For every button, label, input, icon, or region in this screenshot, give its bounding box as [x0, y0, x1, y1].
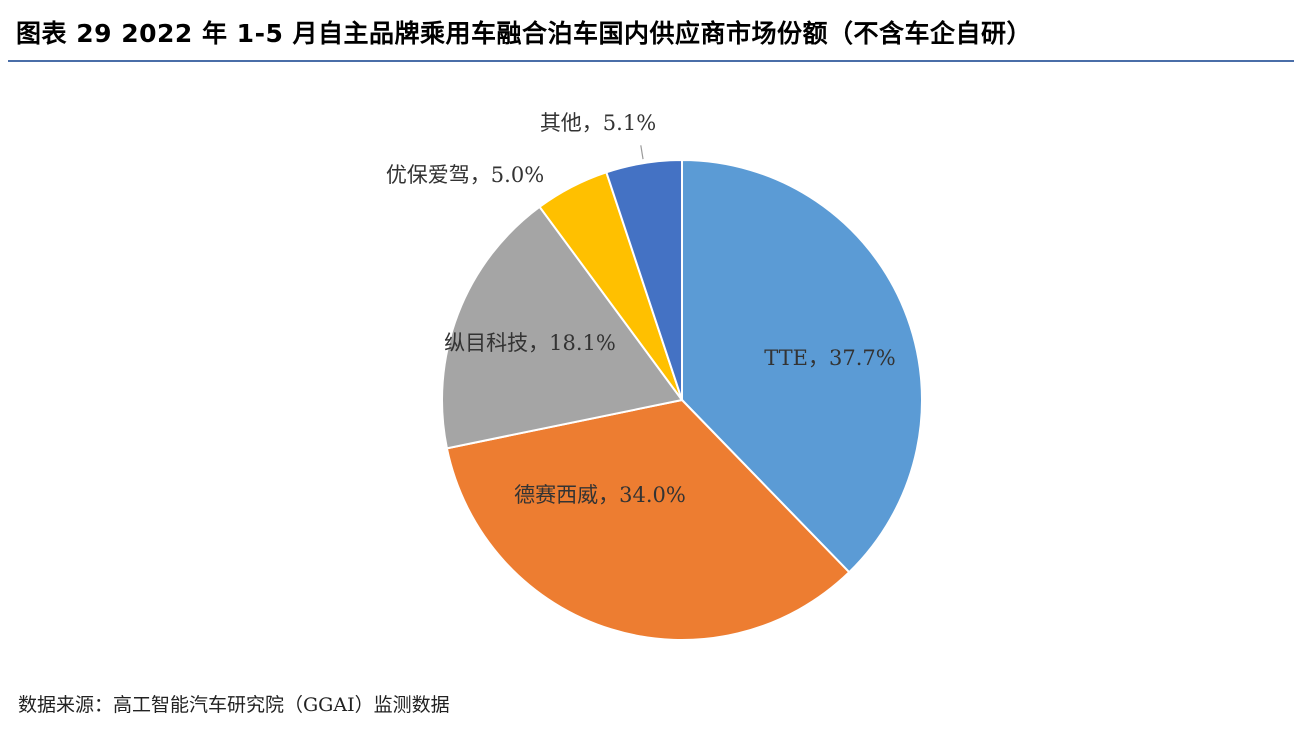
leader-line-other [640, 145, 644, 160]
pie-label-4: 优保爱驾，5.0% [386, 163, 544, 187]
pie-label-1: TTE，37.7% [764, 346, 895, 370]
data-source-note: 数据来源：高工智能汽车研究院（GGAI）监测数据 [18, 694, 450, 716]
title-divider [8, 60, 1294, 62]
pie-slice-2 [445, 398, 851, 641]
pie-chart: TTE，37.7% 德赛西威，34.0% 纵目科技，18.1% 优保爱驾，5.0% 其他… [0, 62, 1302, 662]
pie-slice-5 [605, 158, 683, 401]
pie-slice-3 [441, 205, 684, 450]
pie-slices [441, 158, 923, 641]
pie-label-2: 德赛西威，34.0% [514, 483, 686, 507]
pie-labels: TTE，37.7% 德赛西威，34.0% 纵目科技，18.1% 优保爱驾，5.0% 其他… [386, 111, 896, 507]
pie-label-3: 纵目科技，18.1% [444, 331, 616, 355]
page-title: 图表 29 2022 年 1-5 月自主品牌乘用车融合泊车国内供应商市场份额（不… [16, 19, 1033, 48]
pie-label-5: 其他，5.1% [540, 111, 656, 135]
pie-chart-svg: TTE，37.7% 德赛西威，34.0% 纵目科技，18.1% 优保爱驾，5.0% 其他… [386, 111, 923, 641]
pie-slice-1 [681, 158, 923, 574]
